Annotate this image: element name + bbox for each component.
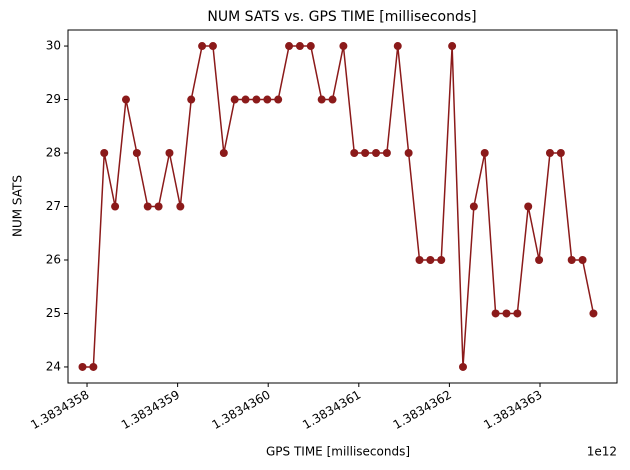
data-point: [469, 202, 478, 211]
data-point: [241, 95, 250, 104]
data-point: [567, 255, 576, 264]
data-point: [187, 95, 196, 104]
data-point: [480, 149, 489, 158]
data-point: [263, 95, 272, 104]
data-point: [143, 202, 152, 211]
chart-title: NUM SATS vs. GPS TIME [milliseconds]: [207, 9, 476, 25]
x-tick-label: 1.3834358: [28, 387, 91, 432]
data-point: [328, 95, 337, 104]
data-point: [502, 309, 511, 318]
data-point: [306, 42, 315, 51]
data-point: [556, 149, 565, 158]
data-point: [89, 362, 98, 371]
data-point: [415, 255, 424, 264]
data-point: [545, 149, 554, 158]
data-point: [350, 149, 359, 158]
data-point: [393, 42, 402, 51]
data-point: [404, 149, 413, 158]
data-point: [589, 309, 598, 318]
data-point: [578, 255, 587, 264]
data-point: [437, 255, 446, 264]
data-point: [176, 202, 185, 211]
data-point: [317, 95, 326, 104]
x-tick-label: 1.3834360: [210, 387, 273, 432]
x-offset-label: 1e12: [587, 445, 617, 459]
data-point: [274, 95, 283, 104]
data-point: [252, 95, 261, 104]
data-point: [372, 149, 381, 158]
data-point: [339, 42, 348, 51]
data-point: [448, 42, 457, 51]
data-point: [426, 255, 435, 264]
data-point: [382, 149, 391, 158]
data-point: [361, 149, 370, 158]
y-tick-label: 25: [46, 306, 61, 320]
x-tick-label: 1.3834363: [481, 387, 544, 432]
data-point: [295, 42, 304, 51]
data-point: [285, 42, 294, 51]
data-point: [165, 149, 174, 158]
data-point: [524, 202, 533, 211]
data-point: [111, 202, 120, 211]
data-point: [535, 255, 544, 264]
y-tick-label: 24: [46, 359, 61, 373]
y-tick-label: 28: [46, 146, 61, 160]
data-point: [219, 149, 228, 158]
data-point: [100, 149, 109, 158]
data-point: [513, 309, 522, 318]
y-tick-label: 27: [46, 199, 61, 213]
y-tick-label: 29: [46, 92, 61, 106]
x-tick-label: 1.3834362: [391, 387, 454, 432]
data-point: [121, 95, 130, 104]
data-point: [154, 202, 163, 211]
x-tick-label: 1.3834359: [119, 387, 182, 432]
data-point: [132, 149, 141, 158]
x-axis-label: GPS TIME [milliseconds]: [266, 445, 410, 459]
data-point: [458, 362, 467, 371]
y-tick-label: 26: [46, 252, 61, 266]
x-tick-label: 1.3834361: [300, 387, 363, 432]
data-point: [491, 309, 500, 318]
data-point: [198, 42, 207, 51]
data-point: [208, 42, 217, 51]
data-point: [78, 362, 87, 371]
data-point: [230, 95, 239, 104]
y-tick-label: 30: [46, 39, 61, 53]
y-axis-label: NUM SATS: [11, 175, 25, 237]
